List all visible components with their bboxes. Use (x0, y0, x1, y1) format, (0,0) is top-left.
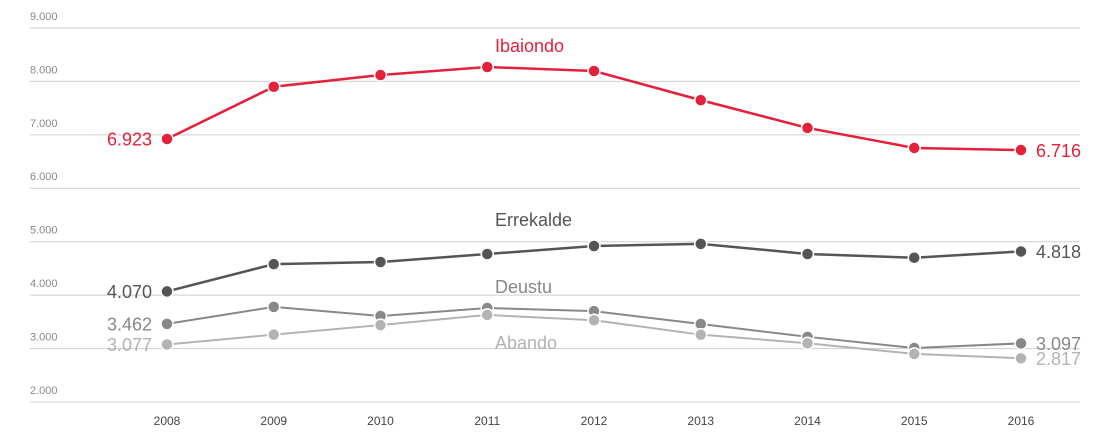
series-label: Errekalde (495, 210, 572, 230)
x-tick-label: 2009 (260, 414, 287, 428)
value-label: 3.462 (107, 315, 152, 335)
y-tick-label: 3.000 (30, 331, 58, 343)
series-label: Deustu (495, 277, 552, 297)
series-label: Abando (495, 333, 557, 353)
value-label: 6.716 (1036, 141, 1081, 161)
point (800, 336, 815, 350)
point (800, 247, 815, 261)
point (373, 255, 388, 269)
point (587, 239, 601, 253)
point (480, 308, 494, 322)
point (1014, 244, 1028, 259)
point (694, 327, 708, 342)
x-tick-label: 2013 (687, 414, 714, 428)
y-tick-label: 8.000 (30, 64, 58, 76)
point (160, 132, 174, 146)
point (267, 327, 281, 342)
point (480, 60, 494, 74)
point (1014, 351, 1028, 366)
point (160, 337, 174, 352)
series-label: Ibaiondo (495, 36, 564, 56)
point (267, 80, 281, 94)
point (373, 68, 388, 82)
point (480, 247, 494, 261)
series-line (166, 65, 1022, 152)
x-tick-label: 2014 (794, 414, 821, 428)
x-tick-label: 2008 (154, 414, 181, 428)
value-label: 2.817 (1036, 349, 1081, 369)
x-tick-label: 2016 (1008, 414, 1035, 428)
point (267, 257, 281, 271)
point (907, 347, 921, 361)
point (373, 318, 388, 332)
point (587, 313, 601, 328)
value-label: 3.077 (107, 335, 152, 355)
point (160, 284, 174, 299)
x-tick-label: 2010 (367, 414, 394, 428)
y-tick-label: 9.000 (30, 11, 58, 23)
point (267, 300, 281, 314)
point (907, 250, 921, 265)
point (587, 64, 601, 78)
x-tick-label: 2011 (474, 414, 500, 428)
y-tick-label: 6.000 (30, 171, 58, 183)
value-label: 6.923 (107, 130, 152, 150)
y-tick-label: 4.000 (30, 278, 58, 290)
value-label: 4.070 (107, 282, 152, 302)
y-tick-label: 7.000 (30, 118, 58, 130)
x-tick-label: 2012 (581, 414, 608, 428)
point (160, 317, 174, 331)
point (1014, 143, 1028, 157)
point (694, 93, 708, 107)
point (800, 121, 815, 135)
x-tick-label: 2015 (901, 414, 928, 428)
point (694, 237, 708, 251)
value-label: 3.097 (1036, 334, 1081, 354)
point (907, 141, 921, 155)
value-label: 4.818 (1036, 242, 1081, 262)
y-tick-label: 2.000 (30, 385, 58, 397)
point (1014, 336, 1028, 351)
y-tick-label: 5.000 (30, 225, 58, 237)
